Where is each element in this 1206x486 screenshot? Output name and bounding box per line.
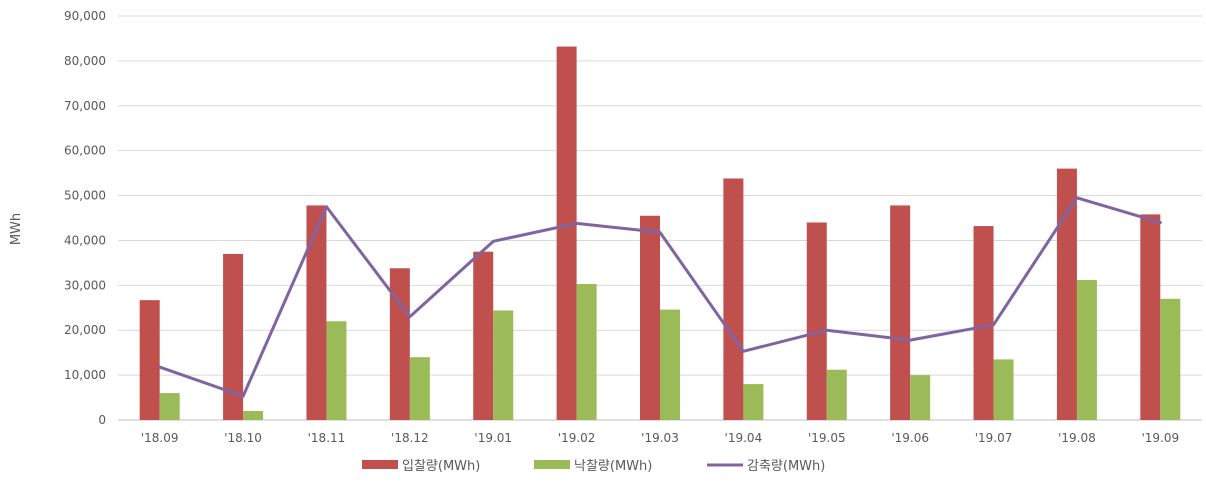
bar-bid-3	[389, 268, 410, 420]
y-tick-label: 60,000	[64, 144, 106, 158]
line-reduction	[158, 196, 1162, 398]
bar-bid-7	[723, 178, 744, 420]
x-tick-label: '18.11	[308, 431, 346, 445]
bar-bid-5	[556, 46, 577, 420]
y-tick-label: 40,000	[64, 233, 106, 247]
bar-bid-0	[139, 300, 160, 420]
x-tick-label: '19.01	[474, 431, 512, 445]
legend-label: 감축량(MWh)	[747, 459, 825, 474]
bar-bid-11	[1056, 168, 1077, 420]
line-series	[158, 196, 1162, 398]
bar-bid-4	[473, 251, 494, 420]
bar-award-3	[409, 357, 430, 420]
legend-swatch	[534, 460, 570, 469]
bar-award-0	[159, 393, 180, 420]
x-tick-label: '19.06	[891, 431, 929, 445]
bar-award-8	[826, 369, 847, 420]
bar-award-9	[910, 375, 931, 420]
bar-award-7	[743, 384, 764, 420]
bars	[139, 46, 1181, 420]
x-tick-label: '19.08	[1058, 431, 1096, 445]
y-tick-label: 90,000	[64, 9, 106, 23]
y-axis-ticks: 0 10,000 20,000 30,000 40,000 50,000 60,000 70,…	[64, 9, 106, 427]
y-tick-label: 50,000	[64, 189, 106, 203]
y-tick-label: 70,000	[64, 99, 106, 113]
bar-award-4	[493, 310, 514, 420]
legend-swatch	[362, 460, 398, 469]
bar-bid-2	[306, 205, 327, 420]
y-tick-label: 20,000	[64, 323, 106, 337]
legend-label: 입찰량(MWh)	[402, 459, 480, 474]
x-axis-ticks: '18.09 '18.10 '18.11 '18.12 '19.01 '19.02 '19.…	[141, 431, 1179, 445]
x-tick-label: '19.04	[725, 431, 763, 445]
bar-bid-1	[223, 253, 244, 420]
bar-bid-12	[1140, 214, 1161, 420]
x-tick-label: '19.02	[558, 431, 596, 445]
y-axis-title: MWh	[9, 213, 24, 245]
y-tick-label: 0	[98, 413, 106, 427]
bar-bid-9	[890, 205, 911, 420]
x-tick-label: '19.03	[641, 431, 679, 445]
bar-award-10	[993, 359, 1014, 420]
bar-award-12	[1160, 298, 1181, 420]
x-tick-label: '18.09	[141, 431, 179, 445]
y-tick-label: 10,000	[64, 368, 106, 382]
bar-bid-10	[973, 226, 994, 420]
legend-label: 낙찰량(MWh)	[574, 459, 652, 474]
x-tick-label: '19.09	[1141, 431, 1179, 445]
bar-award-5	[576, 283, 597, 420]
bar-bid-8	[806, 222, 827, 420]
x-tick-label: '19.05	[808, 431, 846, 445]
y-tick-label: 80,000	[64, 54, 106, 68]
legend: 입찰량(MWh) 낙찰량(MWh) 감축량(MWh)	[362, 459, 825, 474]
x-tick-label: '19.07	[975, 431, 1013, 445]
x-tick-label: '18.10	[224, 431, 262, 445]
bar-award-6	[660, 309, 680, 420]
x-tick-label: '18.12	[391, 431, 429, 445]
bar-award-11	[1076, 279, 1097, 420]
bar-bid-6	[640, 215, 660, 420]
bar-award-2	[326, 321, 347, 420]
bar-award-1	[243, 411, 264, 420]
y-tick-label: 30,000	[64, 278, 106, 292]
